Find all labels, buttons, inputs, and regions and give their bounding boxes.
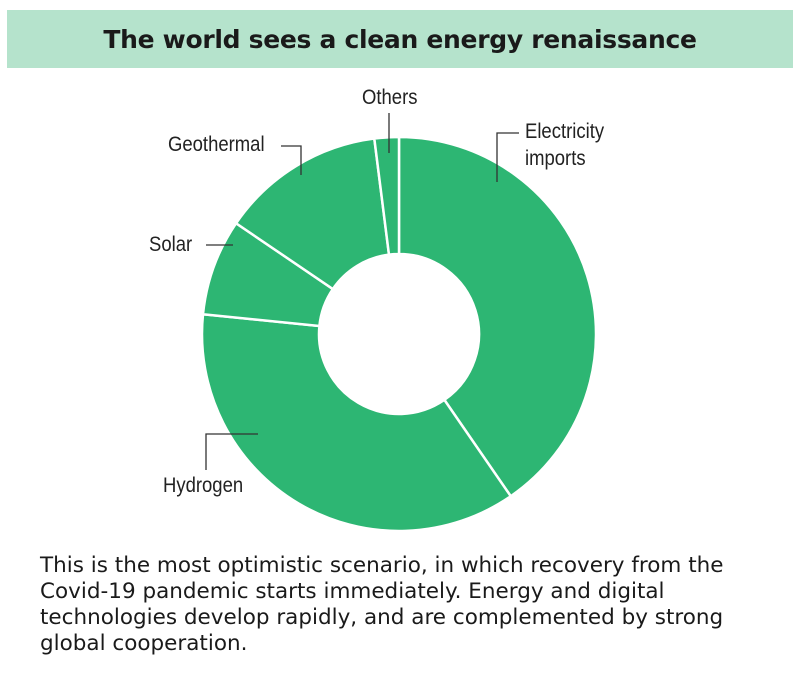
slice-others	[372, 135, 401, 257]
leader-hydrogen	[205, 433, 258, 470]
label-line: Electricity	[525, 120, 605, 143]
label-others: Others	[362, 86, 418, 109]
leader-lines	[205, 113, 519, 470]
label-line: imports	[525, 147, 586, 170]
caption: This is the most optimistic scenario, in…	[40, 553, 724, 656]
label-solar: Solar	[149, 233, 193, 256]
chart-title: The world sees a clean energy renaissanc…	[103, 24, 697, 54]
label-electricity-imports: Electricity imports	[525, 118, 604, 172]
title-banner: The world sees a clean energy renaissanc…	[7, 10, 793, 68]
label-geothermal: Geothermal	[168, 133, 265, 156]
label-hydrogen: Hydrogen	[163, 474, 244, 497]
slice-hydrogen	[200, 312, 513, 533]
slice-electricity-imports	[397, 135, 598, 498]
leader-electricity	[496, 132, 519, 182]
slice-geothermal	[234, 137, 391, 291]
leader-geothermal	[281, 145, 302, 175]
